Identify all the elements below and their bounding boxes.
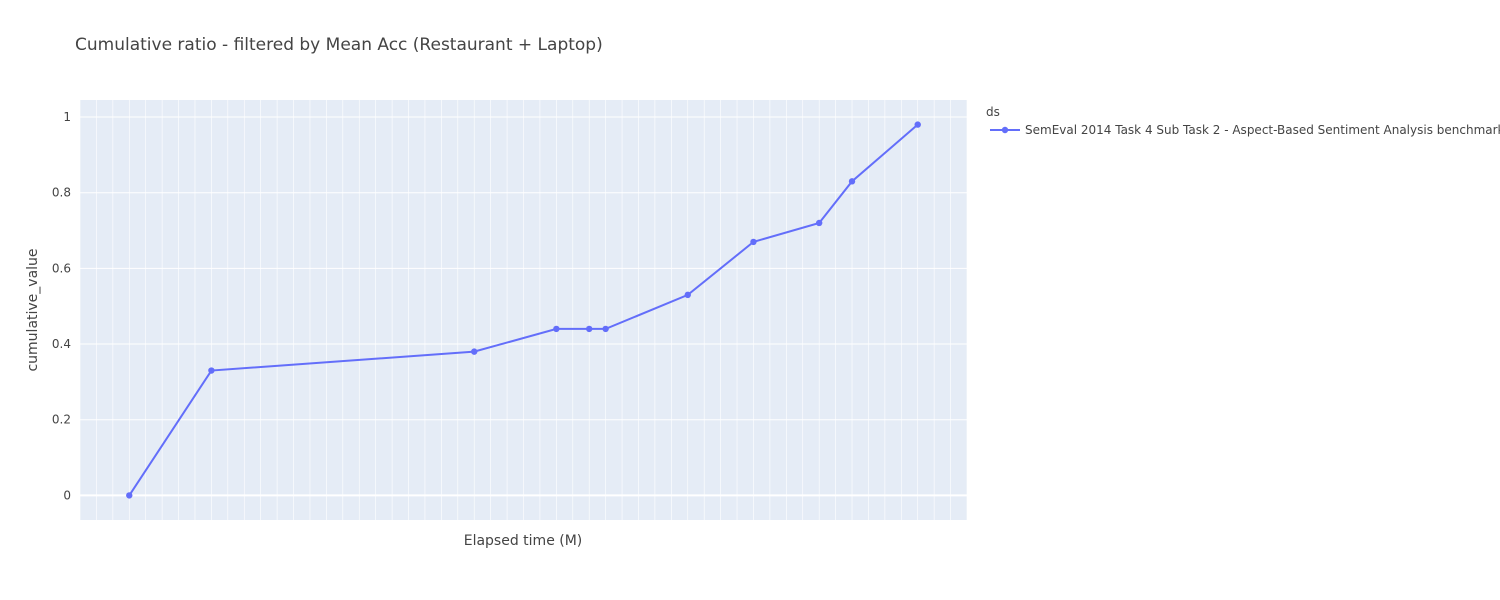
legend-title: ds [986, 105, 1000, 119]
y-tick-label: 0.4 [52, 337, 71, 351]
data-point[interactable] [848, 178, 856, 185]
data-point[interactable] [553, 325, 560, 333]
y-tick-label: 0.6 [52, 261, 71, 275]
y-axis-ticks: 0 0.2 0.4 0.6 0.8 1 [52, 110, 71, 502]
legend[interactable]: ds SemEval 2014 Task 4 Sub Task 2 - Aspe… [986, 105, 1500, 137]
data-point[interactable] [471, 348, 478, 355]
data-point[interactable] [815, 219, 823, 227]
y-axis-title: cumulative_value [25, 248, 41, 371]
data-point[interactable] [914, 121, 921, 128]
legend-marker-swatch [1001, 126, 1009, 134]
major-grid [80, 116, 967, 497]
minor-grid [79, 100, 968, 520]
y-tick-label: 0.2 [52, 413, 71, 427]
series-layer [126, 121, 921, 499]
data-point[interactable] [126, 492, 133, 499]
legend-series-label: SemEval 2014 Task 4 Sub Task 2 - Aspect-… [1025, 123, 1500, 137]
y-tick-label: 0 [63, 488, 71, 502]
y-tick-label: 0.8 [52, 186, 71, 200]
y-tick-label: 1 [63, 110, 71, 124]
chart-title: Cumulative ratio - filtered by Mean Acc … [75, 35, 603, 55]
data-point[interactable] [208, 367, 215, 374]
x-axis-title: Elapsed time (M) [464, 533, 583, 549]
data-point[interactable] [586, 325, 593, 333]
data-point[interactable] [602, 325, 609, 333]
data-point[interactable] [750, 238, 757, 246]
data-point[interactable] [684, 291, 691, 299]
